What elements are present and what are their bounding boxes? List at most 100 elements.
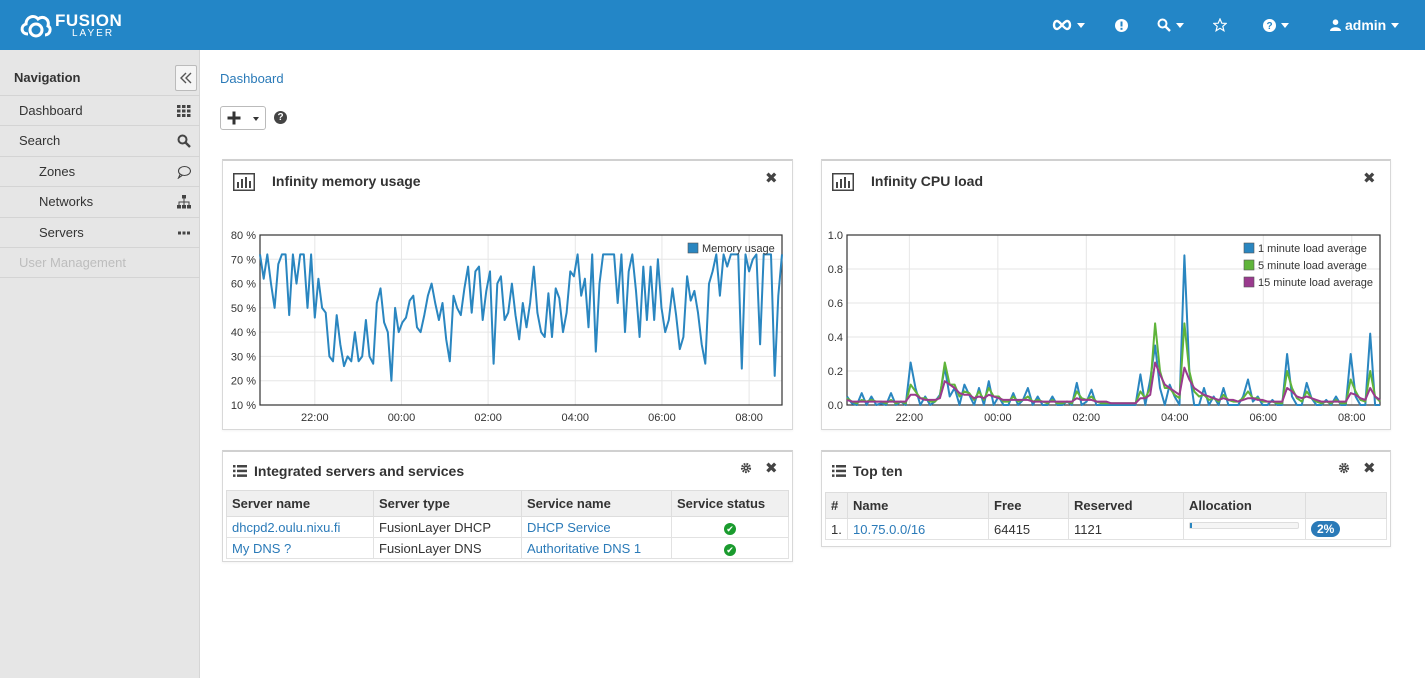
favorites-button[interactable]: [1213, 0, 1227, 50]
chevron-down-icon: [1077, 22, 1085, 28]
y-tick-label: 0.6: [828, 298, 843, 310]
sidebar-item-label: Zones: [39, 164, 76, 179]
user-menu[interactable]: admin: [1330, 0, 1400, 50]
network-link[interactable]: 10.75.0.0/16: [853, 521, 926, 537]
top-ten-panel: Top ten ✖ # Name Free Reserved Allocatio…: [821, 450, 1391, 547]
breadcrumb[interactable]: Dashboard: [220, 71, 284, 86]
table-row: 1. 10.75.0.0/16 64415 1121 2%: [825, 518, 1387, 540]
help-icon: ?: [1263, 18, 1276, 32]
y-tick-label: 70 %: [231, 254, 256, 266]
service-link[interactable]: Authoritative DNS 1: [527, 540, 642, 556]
sidebar-item-search[interactable]: Search: [0, 125, 200, 155]
search-icon: [177, 134, 191, 148]
y-tick-label: 0.2: [828, 366, 843, 378]
legend-swatch: [687, 242, 699, 254]
sidebar-item-zones[interactable]: Zones: [0, 156, 200, 186]
server-link[interactable]: dhcpd2.oulu.nixu.fi: [232, 519, 341, 535]
column-header[interactable]: Allocation: [1183, 492, 1306, 519]
chevron-down-icon: [1176, 22, 1184, 28]
sidebar-item-dashboard[interactable]: Dashboard: [0, 95, 200, 125]
y-tick-label: 80 %: [231, 230, 256, 242]
sidebar-item-networks[interactable]: Networks: [0, 186, 200, 216]
cpu-load-panel: Infinity CPU load ✖ 0.0 0.2 0.4 0.6 0.8 1.0 22…: [821, 159, 1391, 430]
close-icon[interactable]: ✖: [1363, 170, 1376, 187]
row-index: 1.: [825, 518, 848, 540]
column-header[interactable]: Reserved: [1068, 492, 1184, 519]
x-tick-label: 22:00: [301, 412, 329, 424]
brand-line1: FUSION: [55, 11, 123, 30]
x-tick-label: 02:00: [1073, 412, 1101, 424]
gear-icon[interactable]: [740, 462, 752, 474]
panel-title: Top ten: [853, 463, 903, 479]
column-header[interactable]: Server type: [373, 490, 522, 517]
panel-title: Infinity CPU load: [871, 173, 983, 189]
table-row: dhcpd2.oulu.nixu.fi FusionLayer DHCP DHC…: [226, 516, 789, 538]
gear-icon[interactable]: [1338, 462, 1350, 474]
sidebar-divider: [0, 277, 200, 278]
legend-swatch: [1243, 276, 1255, 288]
server-type: FusionLayer DNS: [373, 537, 522, 559]
grid-icon: [177, 105, 191, 117]
chevron-down-icon: [1391, 22, 1400, 28]
chevron-down-icon: [1281, 22, 1289, 28]
check-circle-icon: ✔: [724, 543, 736, 556]
brand-line2: LAYER: [72, 28, 115, 39]
sidebar-item-user-management: User Management: [0, 247, 200, 277]
sidebar-item-label: Servers: [39, 225, 84, 240]
column-header[interactable]: Server name: [226, 490, 374, 517]
sidebar-item-servers[interactable]: Servers: [0, 217, 200, 247]
column-header[interactable]: Free: [988, 492, 1069, 519]
y-tick-label: 50 %: [231, 303, 256, 315]
list-icon: [832, 465, 846, 477]
legend-label: 1 minute load average: [1258, 243, 1367, 255]
x-tick-label: 06:00: [648, 412, 676, 424]
x-tick-label: 00:00: [388, 412, 416, 424]
server-type: FusionLayer DHCP: [373, 516, 522, 538]
column-header[interactable]: Service name: [521, 490, 672, 517]
sidebar-item-label: Search: [19, 133, 61, 148]
y-tick-label: 0.8: [828, 264, 843, 276]
close-icon[interactable]: ✖: [765, 460, 778, 477]
alerts-button[interactable]: [1115, 0, 1128, 50]
free-count: 64415: [988, 518, 1069, 540]
y-tick-label: 60 %: [231, 279, 256, 291]
legend-label: 15 minute load average: [1258, 277, 1373, 289]
x-tick-label: 02:00: [474, 412, 502, 424]
table-header-row: Server name Server type Service name Ser…: [226, 490, 789, 517]
x-tick-label: 04:00: [1161, 412, 1189, 424]
add-widget-button[interactable]: [220, 106, 266, 130]
table-header-row: # Name Free Reserved Allocation: [825, 492, 1387, 519]
y-tick-label: 30 %: [231, 351, 256, 363]
help-menu[interactable]: ?: [1263, 0, 1289, 50]
x-tick-label: 08:00: [735, 412, 763, 424]
collapse-sidebar-button[interactable]: [175, 65, 197, 91]
column-header[interactable]: Service status: [671, 490, 789, 517]
svg-text:?: ?: [1266, 21, 1272, 32]
x-tick-label: 00:00: [984, 412, 1012, 424]
y-tick-label: 0.4: [828, 332, 843, 344]
infinity-menu[interactable]: [1052, 0, 1085, 50]
star-icon: [1213, 18, 1227, 32]
help-icon[interactable]: ?: [274, 111, 287, 124]
reserved-count: 1121: [1068, 518, 1184, 540]
service-link[interactable]: DHCP Service: [527, 519, 611, 535]
allocation-progress-fill: [1190, 522, 1193, 528]
fusionlayer-logo[interactable]: FUSION LAYER: [18, 8, 128, 44]
close-icon[interactable]: ✖: [765, 170, 778, 187]
sidebar-item-label: Networks: [39, 194, 94, 209]
close-icon[interactable]: ✖: [1363, 460, 1376, 477]
check-circle-icon: ✔: [724, 522, 736, 535]
column-header[interactable]: #: [825, 492, 848, 519]
x-tick-label: 04:00: [562, 412, 590, 424]
cpu-load-chart: 0.0 0.2 0.4 0.6 0.8 1.0 22:00 00:00 02:00 04:00 06…: [828, 230, 1381, 424]
column-header: [1305, 492, 1387, 519]
servers-table: Server name Server type Service name Ser…: [226, 490, 789, 559]
search-menu[interactable]: [1157, 0, 1184, 50]
username: admin: [1345, 17, 1387, 33]
column-header[interactable]: Name: [847, 492, 989, 519]
sitemap-icon: [177, 195, 191, 209]
top-navbar: FUSION LAYER ? admin: [0, 0, 1425, 50]
series-line: [259, 253, 783, 382]
sidebar: Navigation Dashboard Search Zones Networ…: [0, 50, 200, 678]
server-link[interactable]: My DNS ?: [232, 540, 292, 556]
